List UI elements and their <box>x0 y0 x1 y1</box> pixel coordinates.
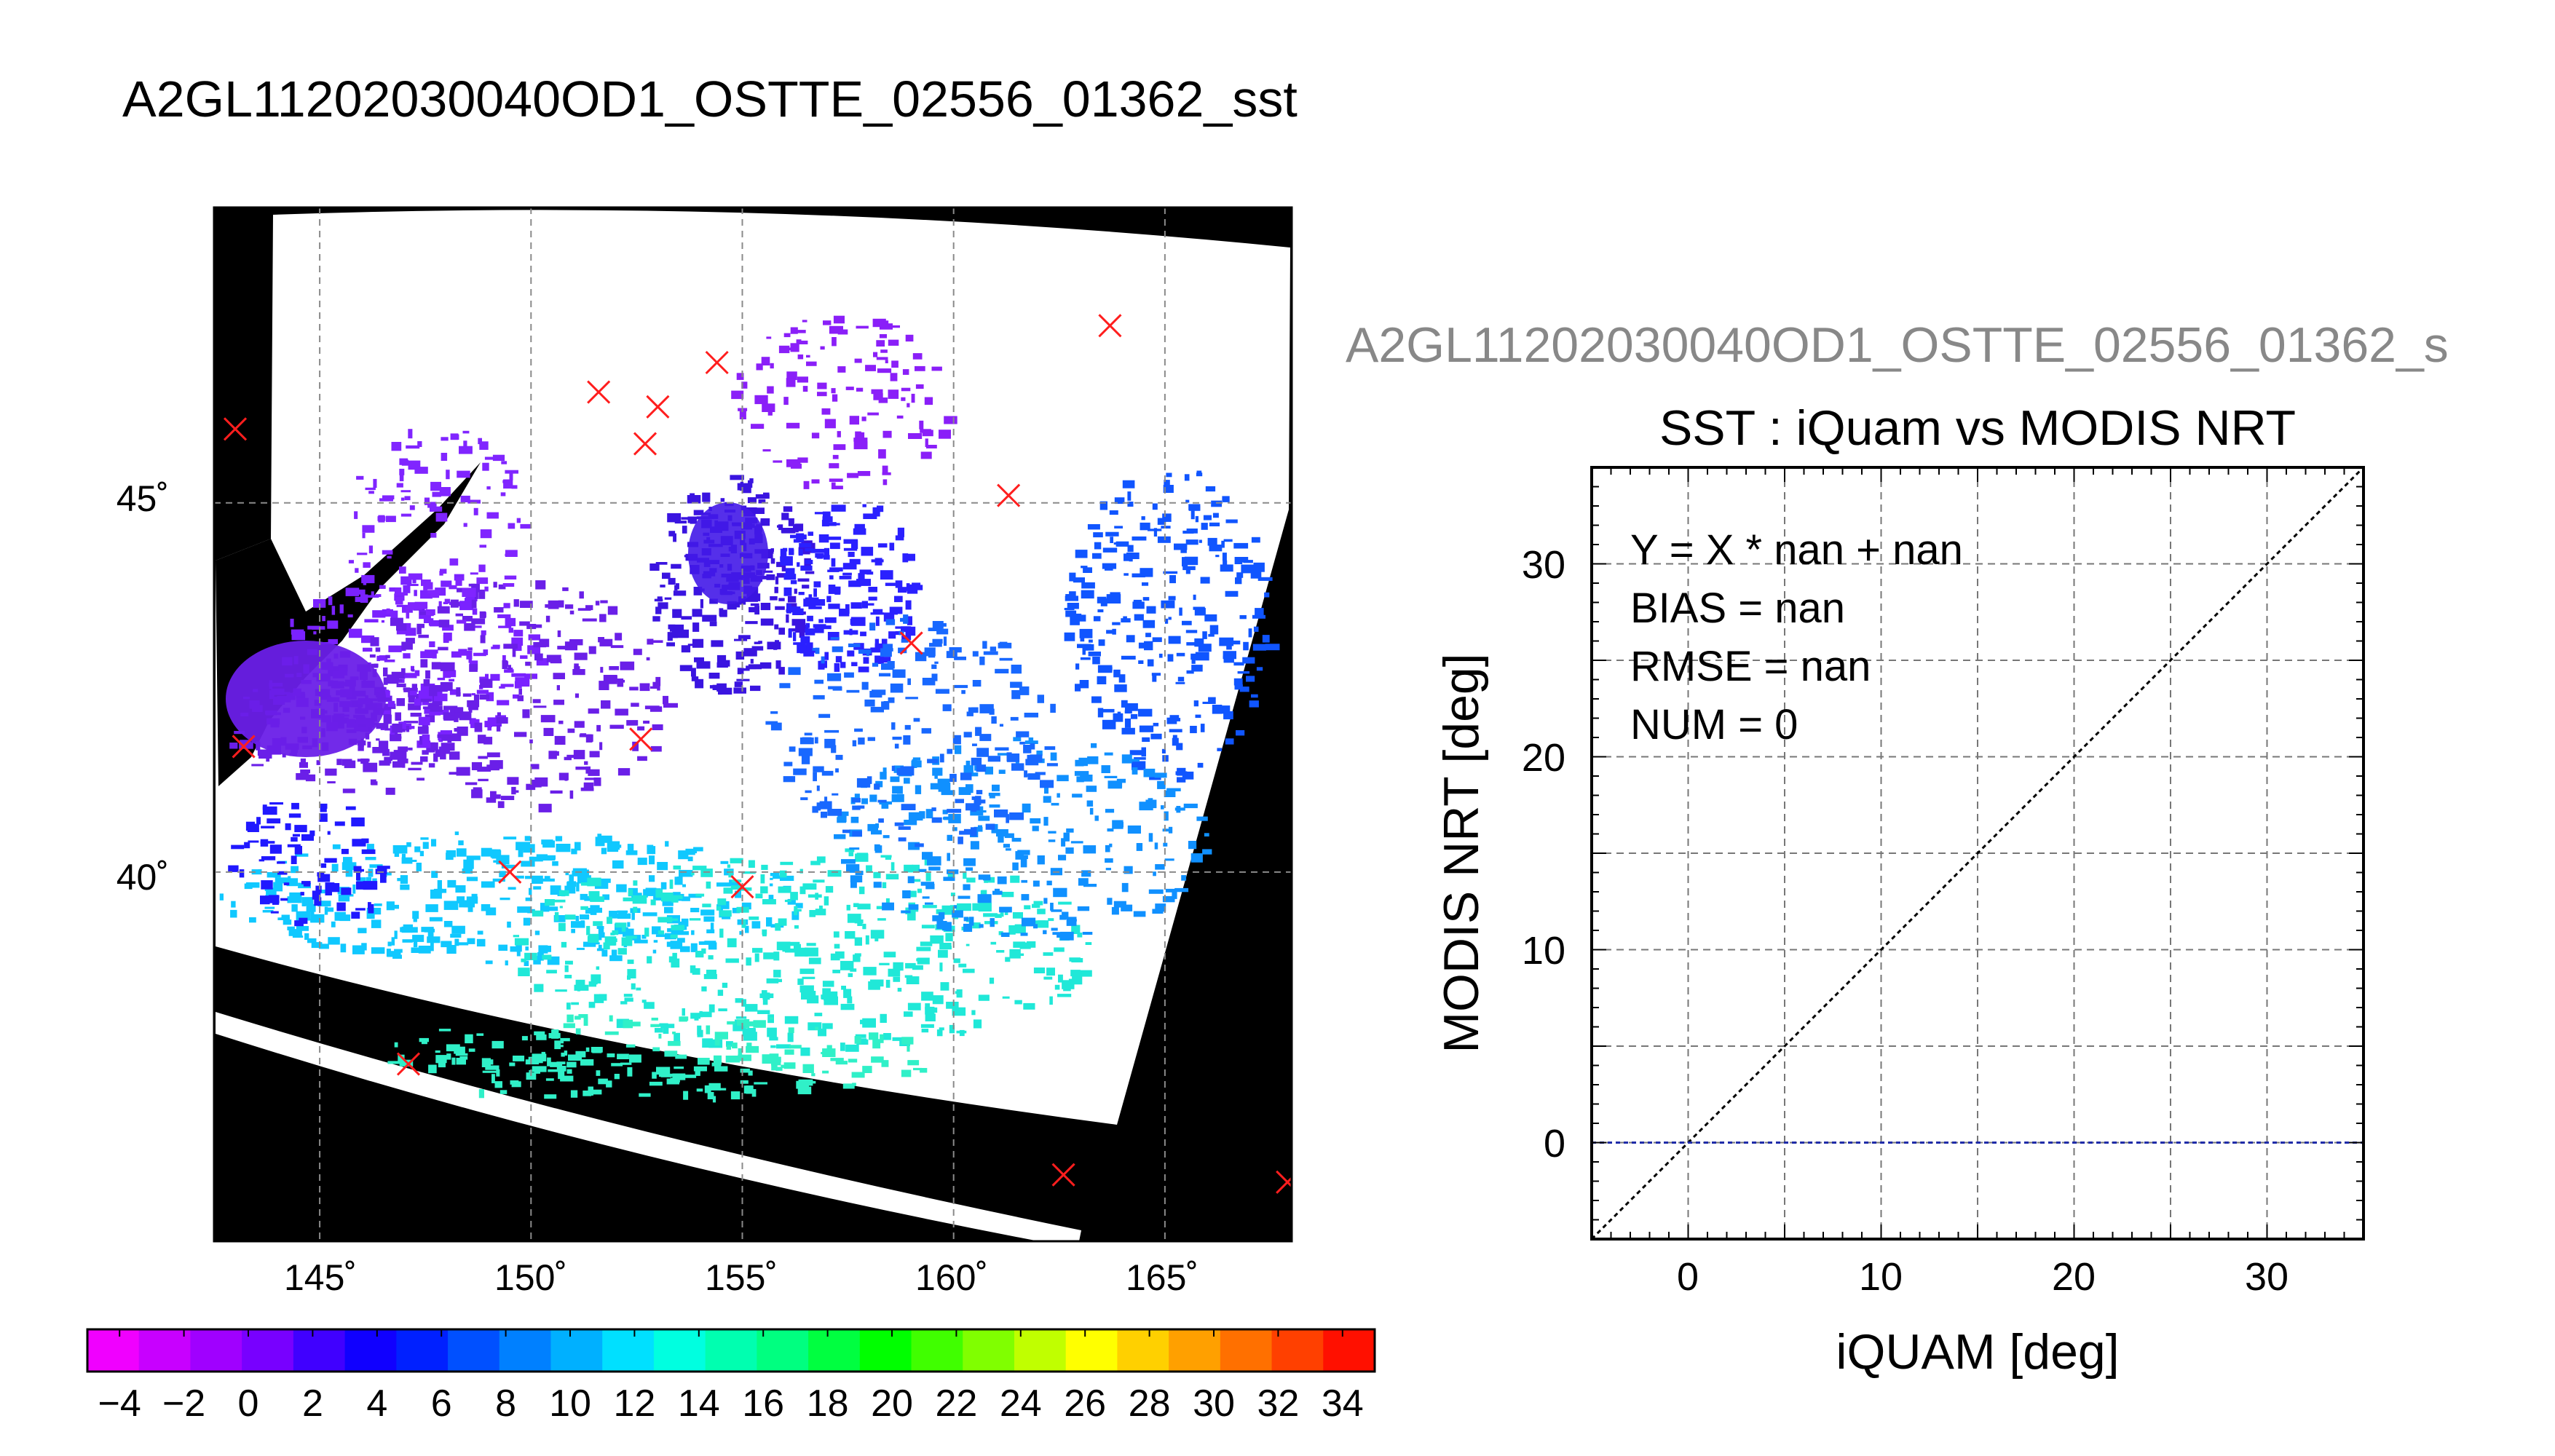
obs-marker <box>997 483 1021 507</box>
obs-marker <box>705 350 729 375</box>
colorbar-tick-label: 10 <box>549 1382 591 1425</box>
colorbar-cell <box>963 1329 1015 1372</box>
obs-marker <box>629 727 653 751</box>
obs-marker <box>646 395 670 419</box>
one-to-one-line <box>1592 467 2364 1239</box>
colorbar-cell <box>87 1329 140 1372</box>
colorbar-tick-label: 12 <box>613 1382 655 1425</box>
x-tick-20: 20 <box>2052 1255 2096 1299</box>
page-title: A2GL11202030040OD1_OSTTE_02556_01362_sst <box>122 71 1298 127</box>
colorbar-cell <box>705 1329 757 1372</box>
colorbar-tick-label: 32 <box>1257 1382 1299 1425</box>
colorbar-tick-label: 18 <box>807 1382 849 1425</box>
obs-marker <box>633 432 657 456</box>
colorbar-cell <box>242 1329 294 1372</box>
colorbar-tick-label: 16 <box>742 1382 784 1425</box>
colorbar-cell <box>499 1329 552 1372</box>
obs-marker <box>223 417 248 441</box>
y-tick-10: 10 <box>1522 929 1565 973</box>
colorbar-cell <box>1065 1329 1118 1372</box>
colorbar-cell <box>757 1329 809 1372</box>
colorbar-cell <box>1014 1329 1067 1372</box>
stats-rmse: RMSE = nan <box>1630 643 1871 690</box>
x-tick-0: 0 <box>1677 1255 1699 1299</box>
colorbar-tick-label: −4 <box>98 1382 141 1425</box>
obs-marker <box>396 1052 421 1076</box>
lon-tick-165: 165˚ <box>1126 1257 1198 1298</box>
y-tick-30: 30 <box>1522 543 1565 587</box>
scatter-title: SST : iQuam vs MODIS NRT <box>1659 400 2296 456</box>
colorbar-cell <box>293 1329 346 1372</box>
colorbar-cell <box>602 1329 655 1372</box>
colorbar-tick-label: 20 <box>871 1382 913 1425</box>
x-tick-10: 10 <box>1859 1255 1903 1299</box>
colorbar-cell <box>1169 1329 1221 1372</box>
sst-map: 45˚ 40˚ 145˚ 150˚ 155˚ 160˚ 165˚ <box>117 206 1293 1298</box>
colorbar-tick-label: 14 <box>678 1382 720 1425</box>
colorbar-cell <box>550 1329 603 1372</box>
obs-marker <box>498 860 522 884</box>
lat-tick-40: 40˚ <box>117 857 169 898</box>
swath-edge-strip <box>216 1012 1081 1241</box>
stats-num: NUM = 0 <box>1630 701 1798 748</box>
colorbar-cell <box>653 1329 706 1372</box>
obs-marker <box>232 735 256 759</box>
obs-marker <box>899 631 923 655</box>
colorbar-cell <box>859 1329 912 1372</box>
colorbar-tick-label: 0 <box>238 1382 259 1425</box>
colorbar-cell <box>344 1329 397 1372</box>
colorbar-cell <box>190 1329 242 1372</box>
y-tick-0: 0 <box>1544 1122 1565 1166</box>
obs-marker <box>1051 1163 1075 1187</box>
obs-marker <box>730 875 754 899</box>
map-frame <box>213 206 1293 1243</box>
obs-marker <box>587 380 611 404</box>
colorbar-tick-label: −2 <box>162 1382 205 1425</box>
y-tick-20: 20 <box>1522 736 1565 780</box>
colorbar-cell <box>138 1329 191 1372</box>
colorbar-tick-label: 30 <box>1193 1382 1235 1425</box>
colorbar-frame <box>86 1328 1376 1373</box>
obs-marker <box>1276 1170 1292 1194</box>
colorbar-tick-label: 34 <box>1322 1382 1364 1425</box>
sst-pixels <box>219 315 1280 1103</box>
observation-markers <box>223 314 1292 1194</box>
lon-tick-155: 155˚ <box>705 1257 778 1298</box>
colorbar-cell <box>1117 1329 1169 1372</box>
colorbar-tick-label: 24 <box>1000 1382 1042 1425</box>
lon-tick-160: 160˚ <box>915 1257 988 1298</box>
y-axis-label: MODIS NRT [deg] <box>1434 653 1489 1053</box>
x-tick-30: 30 <box>2245 1255 2289 1299</box>
colorbar: −4 −2 0 2 4 6 8 10 12 14 16 18 20 22 24 26 28 30 32 34 <box>86 1328 1376 1425</box>
colorbar-cell <box>1271 1329 1324 1372</box>
scatter-axis-ticks <box>1591 467 2364 1240</box>
colorbar-tick-label: 8 <box>495 1382 516 1425</box>
colorbar-tick-label: 2 <box>302 1382 323 1425</box>
stats-bias: BIAS = nan <box>1630 585 1845 632</box>
colorbar-cell <box>1220 1329 1273 1372</box>
lon-tick-150: 150˚ <box>494 1257 567 1298</box>
colorbar-cell <box>911 1329 963 1372</box>
colorbar-tick-label: 22 <box>935 1382 977 1425</box>
map-gridlines <box>214 207 1292 1241</box>
obs-marker <box>1098 314 1122 338</box>
colorbar-cell <box>808 1329 861 1372</box>
x-axis-label: iQUAM [deg] <box>1836 1324 2119 1380</box>
lon-tick-145: 145˚ <box>284 1257 357 1298</box>
scatter-plot: A2GL11202030040OD1_OSTTE_02556_01362_s S… <box>1346 317 2449 1380</box>
colorbar-cell <box>1323 1329 1375 1372</box>
colorbar-tick-label: 6 <box>431 1382 452 1425</box>
scatter-clipped-title: A2GL11202030040OD1_OSTTE_02556_01362_s <box>1346 317 2449 373</box>
lat-tick-45: 45˚ <box>117 478 169 519</box>
stats-fit: Y = X * nan + nan <box>1630 526 1963 574</box>
colorbar-tick-label: 4 <box>366 1382 387 1425</box>
colorbar-tick-label: 28 <box>1129 1382 1171 1425</box>
colorbar-cell <box>448 1329 500 1372</box>
colorbar-tick-label: 26 <box>1064 1382 1106 1425</box>
colorbar-cell <box>396 1329 449 1372</box>
